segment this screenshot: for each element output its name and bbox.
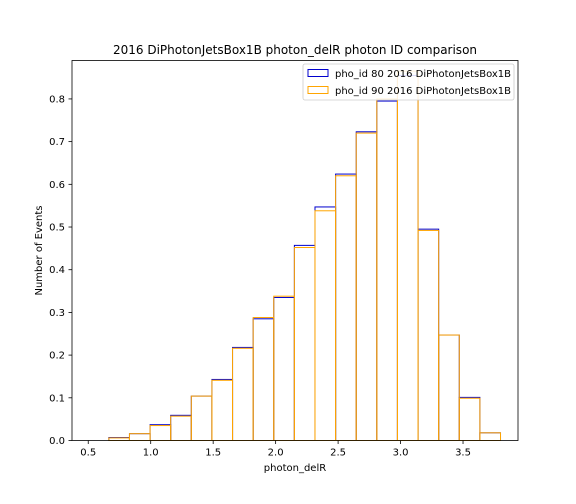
bar-pho-id-80-bin-3 [149,424,172,442]
bar-pho-id-90-bin-13 [355,132,378,442]
x-tick-label: 0.5 [80,448,96,459]
plot-frame [71,60,519,441]
bar-pho-id-80-bin-5 [190,395,213,442]
bar-pho-id-90-bin-6 [211,379,234,441]
y-tick-label: 0.3 [49,308,65,319]
series-pho-id-80 [108,74,502,442]
y-tick-label: 0.5 [49,223,65,234]
bar-pho-id-90-bin-19 [479,432,502,441]
y-axis: 0.0 0.1 0.2 0.3 0.4 0.5 0.6 0.7 0.8 [49,94,72,447]
bar-pho-id-90-bin-4 [170,415,192,442]
bar-pho-id-90-bin-10 [293,247,316,441]
y-axis-label: Number of Events [34,205,45,295]
y-tick-label: 0.4 [49,265,65,276]
x-tick-label: 3.0 [393,448,409,459]
bar-pho-id-90-bin-11 [314,210,337,441]
y-tick-label: 0.6 [49,180,65,191]
x-tick-label: 3.5 [455,448,471,459]
chart-title: 2016 DiPhotonJetsBox1B photon_delR photo… [113,43,477,57]
bar-pho-id-80-bin-13 [355,131,378,442]
bar-pho-id-90-bin-15 [396,70,419,441]
y-tick-label: 0.7 [49,137,65,148]
legend-box [302,63,515,101]
bar-pho-id-80-bin-15 [396,74,419,441]
bar-pho-id-90-bin-17 [438,334,460,442]
bar-pho-id-90-bin-14 [376,98,398,442]
bar-pho-id-80-bin-18 [458,396,481,442]
y-tick-label: 0.2 [49,351,65,362]
bar-pho-id-80-bin-17 [438,334,460,442]
bar-pho-id-90-bin-16 [417,229,440,441]
bar-pho-id-90-bin-5 [190,395,213,442]
legend: pho_id 80 2016 DiPhotonJetsBox1B pho_id … [302,63,515,101]
x-axis-label: photon_delR [264,463,326,474]
series-pho-id-90 [108,70,502,442]
bar-pho-id-90-bin-18 [458,397,481,442]
bar-pho-id-90-bin-9 [273,295,295,441]
bar-pho-id-90-bin-2 [128,433,151,442]
bar-pho-id-80-bin-10 [293,244,316,441]
bar-pho-id-80-bin-6 [211,378,234,442]
x-tick-label: 2.5 [330,448,346,459]
y-tick-label: 0.0 [49,436,65,447]
bar-pho-id-80-bin-2 [128,433,151,442]
bar-pho-id-80-bin-7 [232,346,254,442]
bar-pho-id-80-bin-19 [479,432,502,441]
x-tick-label: 2.0 [268,448,284,459]
bar-pho-id-90-bin-7 [232,347,254,441]
bar-pho-id-80-bin-11 [314,206,337,441]
x-tick-label: 1.5 [205,448,221,459]
legend-swatch-pho-id-80 [307,69,329,77]
bar-pho-id-80-bin-8 [252,318,275,441]
x-tick-label: 1.0 [143,448,159,459]
bar-pho-id-80-bin-12 [335,173,357,441]
legend-swatch-pho-id-90 [307,86,329,94]
bar-pho-id-80-bin-4 [170,414,192,441]
x-axis: 0.5 1.0 1.5 2.0 2.5 3.0 3.5 [80,440,471,459]
bar-pho-id-90-bin-8 [252,317,275,441]
bar-pho-id-90-bin-3 [149,425,172,441]
bar-pho-id-80-bin-9 [273,296,295,441]
bar-pho-id-80-bin-14 [376,100,398,441]
bar-pho-id-80-bin-16 [417,228,440,441]
y-tick-label: 0.1 [49,393,65,404]
bar-pho-id-90-bin-12 [335,175,357,441]
legend-label-pho-id-90: pho_id 90 2016 DiPhotonJetsBox1B [335,86,511,97]
y-tick-label: 0.8 [49,94,65,105]
legend-label-pho-id-80: pho_id 80 2016 DiPhotonJetsBox1B [335,69,511,80]
